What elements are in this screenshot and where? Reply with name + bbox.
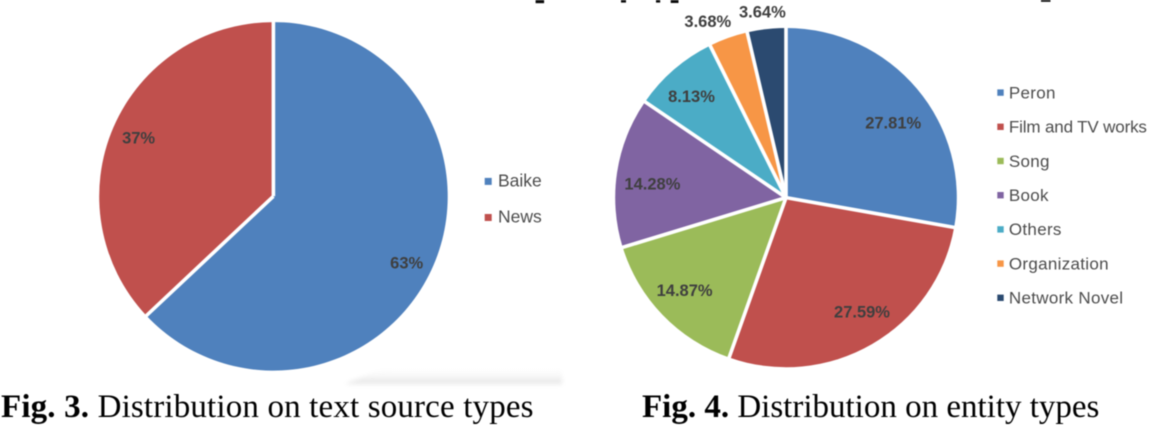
svg-text:Organization: Organization: [1009, 254, 1109, 273]
svg-text:3.64%: 3.64%: [739, 3, 786, 21]
svg-text:37%: 37%: [122, 129, 155, 147]
svg-text:8.13%: 8.13%: [668, 88, 715, 106]
svg-text:Peron: Peron: [1009, 83, 1056, 102]
svg-text:Others: Others: [1009, 220, 1062, 239]
svg-text:14.28%: 14.28%: [624, 175, 680, 193]
svg-text:27.81%: 27.81%: [865, 115, 921, 133]
svg-text:Network Novel: Network Novel: [1009, 289, 1123, 308]
svg-text:27.59%: 27.59%: [834, 303, 890, 321]
svg-text:Book: Book: [1009, 186, 1049, 205]
svg-text:Song: Song: [1009, 152, 1050, 171]
svg-text:63%: 63%: [390, 255, 423, 273]
svg-text:14.87%: 14.87%: [657, 282, 713, 300]
svg-text:News: News: [498, 207, 542, 227]
svg-text:Film and TV works: Film and TV works: [1009, 118, 1147, 137]
svg-text:Baike: Baike: [498, 171, 542, 191]
svg-text:3.68%: 3.68%: [684, 13, 731, 31]
